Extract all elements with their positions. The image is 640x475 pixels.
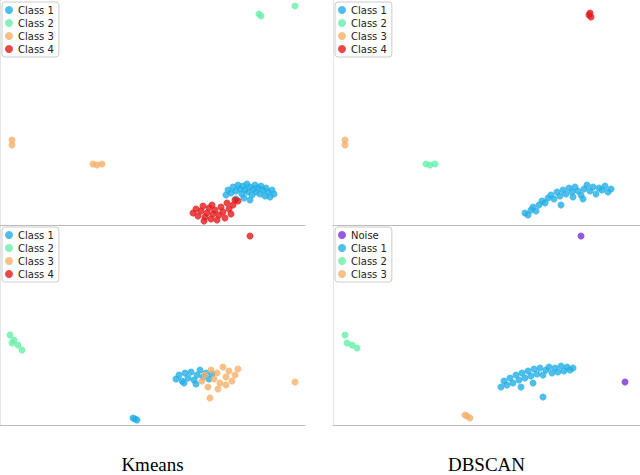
svg-text:Class 1: Class 1 bbox=[351, 5, 387, 16]
svg-text:Class 4: Class 4 bbox=[351, 44, 387, 55]
svg-text:Noise: Noise bbox=[351, 230, 379, 241]
svg-text:Kmeans: Kmeans bbox=[121, 454, 183, 475]
svg-text:Class 1: Class 1 bbox=[351, 243, 387, 254]
svg-text:Class 4: Class 4 bbox=[18, 44, 54, 55]
svg-text:Class 2: Class 2 bbox=[18, 18, 54, 29]
svg-text:Class 3: Class 3 bbox=[351, 31, 387, 42]
svg-text:Class 4: Class 4 bbox=[18, 269, 54, 280]
svg-text:Class 3: Class 3 bbox=[351, 269, 387, 280]
svg-text:Class 1: Class 1 bbox=[18, 230, 54, 241]
svg-text:Class 2: Class 2 bbox=[351, 18, 387, 29]
svg-text:Class 3: Class 3 bbox=[18, 31, 54, 42]
svg-text:Class 3: Class 3 bbox=[18, 256, 54, 267]
svg-text:Class 2: Class 2 bbox=[351, 256, 387, 267]
svg-text:Class 2: Class 2 bbox=[18, 243, 54, 254]
svg-text:DBSCAN: DBSCAN bbox=[448, 454, 525, 475]
svg-text:Class 1: Class 1 bbox=[18, 5, 54, 16]
